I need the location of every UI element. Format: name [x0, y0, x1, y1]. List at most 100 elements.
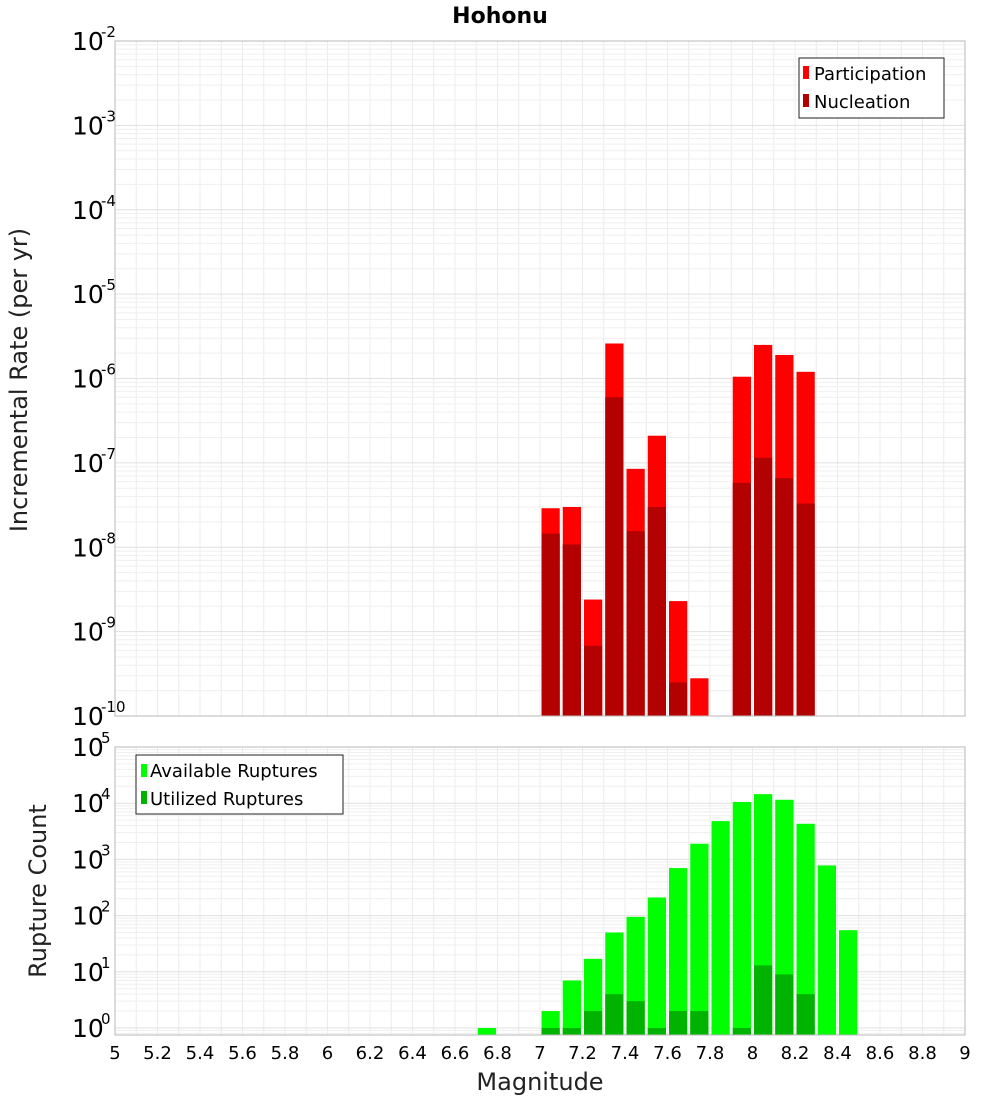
count-y-tick-label: 102	[72, 898, 111, 931]
bar-utilized	[775, 974, 794, 1035]
y-tick-base: 10	[72, 902, 104, 931]
count-legend-box	[135, 754, 344, 815]
x-tick-label: 8	[747, 1043, 758, 1064]
x-tick-label: 5	[109, 1043, 120, 1064]
bar-nucleation	[669, 682, 688, 716]
rate-y-tick-label: 10-6	[72, 361, 116, 394]
rate-plot-frame	[114, 40, 966, 717]
legend-label-nucleation: Nucleation	[814, 92, 910, 113]
count-bars	[477, 794, 858, 1035]
count-y-tick-label: 100	[72, 1010, 111, 1043]
bar-available	[711, 821, 730, 1035]
bar-available	[477, 1027, 496, 1035]
count-plot-frame	[114, 746, 966, 1036]
x-tick-label: 7.2	[568, 1043, 597, 1064]
x-tick-label: 8.6	[866, 1043, 895, 1064]
x-tick-label: 5.4	[186, 1043, 215, 1064]
bar-nucleation	[541, 533, 560, 716]
legend-swatch-available	[141, 764, 147, 777]
rate-grid	[114, 40, 966, 717]
bar-utilized	[796, 994, 815, 1035]
x-tick-label: 6.8	[483, 1043, 512, 1064]
count-x-ticks: 5 5.2 5.4 5.6 5.8 6 6.2 6.4 6.6 6.8 7 7.2 7.4 7.6 7.8 8…	[109, 1043, 970, 1064]
x-tick-label: 7.8	[696, 1043, 725, 1064]
y-tick-exponent: -8	[101, 529, 116, 547]
bar-utilized	[732, 1027, 751, 1035]
bar-available	[647, 897, 666, 1035]
legend-label-utilized: Utilized Ruptures	[150, 789, 303, 810]
bar-available	[669, 868, 688, 1035]
bar-available	[732, 802, 751, 1035]
y-tick-exponent: -10	[101, 698, 126, 716]
y-tick-exponent: 2	[101, 898, 111, 916]
y-tick-exponent: 1	[101, 954, 111, 972]
x-tick-label: 6.6	[441, 1043, 470, 1064]
x-tick-label: 7.6	[653, 1043, 682, 1064]
x-tick-label: 5.8	[271, 1043, 300, 1064]
bar-utilized	[754, 965, 773, 1035]
rate-y-tick-label: 10-4	[72, 192, 116, 225]
y-tick-base: 10	[72, 845, 104, 874]
rate-y-tick-label: 10-7	[72, 445, 116, 478]
y-tick-exponent: -5	[101, 276, 116, 294]
count-y-tick-label: 101	[72, 954, 111, 987]
y-tick-base: 10	[72, 733, 104, 762]
bar-nucleation	[732, 482, 751, 716]
y-tick-exponent: 0	[101, 1010, 111, 1028]
count-legend: Available Ruptures Utilized Ruptures	[135, 754, 344, 815]
y-tick-base: 10	[72, 280, 104, 309]
bar-participation	[690, 678, 709, 716]
x-tick-label: 6.2	[356, 1043, 385, 1064]
bar-available	[817, 865, 836, 1035]
bar-nucleation	[584, 645, 603, 716]
y-tick-base: 10	[72, 702, 104, 731]
bar-nucleation	[647, 506, 666, 716]
legend-swatch-nucleation	[803, 94, 809, 107]
chart-title: Hohonu	[452, 4, 548, 29]
y-tick-exponent: 4	[101, 785, 111, 803]
y-tick-base: 10	[72, 27, 104, 56]
bar-utilized	[562, 1027, 581, 1035]
x-tick-label: 8.8	[908, 1043, 937, 1064]
bar-available	[839, 930, 858, 1035]
bar-nucleation	[626, 531, 645, 716]
bar-nucleation	[605, 397, 624, 716]
bar-utilized	[626, 1001, 645, 1035]
rate-y-ticks: 10-210-310-410-510-610-710-810-910-10	[72, 23, 126, 731]
legend-swatch-utilized	[141, 791, 147, 804]
rate-legend-box	[798, 57, 945, 119]
y-tick-base: 10	[72, 449, 104, 478]
bar-utilized	[669, 1011, 688, 1035]
y-tick-exponent: -2	[101, 23, 116, 41]
y-tick-exponent: -4	[101, 192, 116, 210]
rate-y-tick-label: 10-2	[72, 23, 116, 56]
legend-label-available: Available Ruptures	[150, 761, 318, 782]
rate-y-tick-label: 10-8	[72, 529, 116, 562]
y-tick-exponent: -9	[101, 614, 116, 632]
y-tick-exponent: -7	[101, 445, 116, 463]
y-tick-base: 10	[72, 1014, 104, 1043]
x-tick-label: 7	[534, 1043, 545, 1064]
y-tick-base: 10	[72, 533, 104, 562]
y-tick-exponent: -6	[101, 361, 116, 379]
bar-utilized	[647, 1027, 666, 1035]
bar-nucleation	[796, 503, 815, 716]
y-tick-base: 10	[72, 958, 104, 987]
bar-utilized	[584, 1011, 603, 1035]
rate-legend: Participation Nucleation	[798, 57, 945, 119]
count-y-tick-label: 105	[72, 729, 111, 762]
count-y-tick-label: 104	[72, 785, 111, 818]
x-tick-label: 6.4	[398, 1043, 427, 1064]
bar-nucleation	[562, 544, 581, 716]
y-tick-exponent: 3	[101, 841, 111, 859]
x-axis-label: Magnitude	[476, 1068, 603, 1096]
count-y-axis-label: Rupture Count	[24, 804, 52, 978]
bar-utilized	[690, 1011, 709, 1035]
bar-nucleation	[754, 457, 773, 716]
bar-utilized	[605, 994, 624, 1035]
rate-panel: 10-210-310-410-510-610-710-810-910-10 In…	[5, 23, 966, 731]
x-tick-label: 9	[959, 1043, 970, 1064]
